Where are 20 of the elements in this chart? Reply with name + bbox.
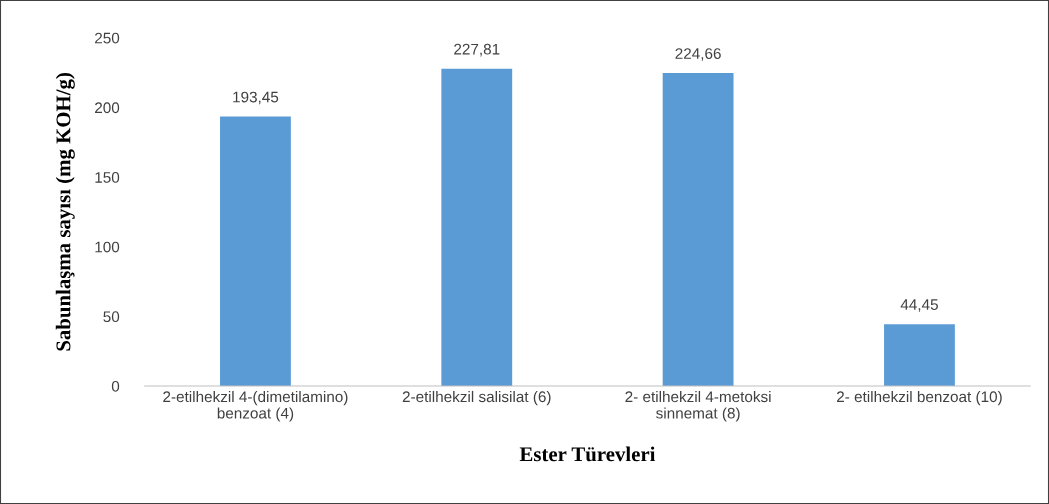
x-axis-title: Ester Türevleri (519, 446, 656, 462)
data-label: 227,81 (454, 43, 500, 57)
x-tick-label: 2-etilhekzil 4-(dimetilamino) benzoat (4) (163, 390, 348, 422)
bar (441, 68, 513, 387)
data-label: 193,45 (233, 91, 279, 105)
y-tick-label: 150 (95, 171, 120, 183)
y-tick-label: 0 (111, 380, 120, 392)
data-label: 224,66 (675, 48, 721, 61)
y-tick-label: 200 (95, 102, 120, 114)
bar (220, 116, 291, 387)
bar (662, 73, 734, 387)
y-tick-label: 50 (103, 311, 120, 323)
y-tick-label: 100 (95, 241, 120, 253)
y-tick-label: 250 (95, 32, 120, 44)
x-tick-label: 2- etilhekzil 4-metoksi sinnemat (8) (625, 390, 771, 422)
bar (884, 324, 955, 387)
x-tick-label: 2- etilhekzil benzoat (10) (837, 390, 1002, 406)
x-tick-label: 2-etilhekzil salisilat (6) (402, 390, 551, 406)
data-label: 44,45 (900, 299, 938, 312)
y-axis-title: Sabunlaşma sayısı (mg KOH/g) (55, 73, 75, 351)
